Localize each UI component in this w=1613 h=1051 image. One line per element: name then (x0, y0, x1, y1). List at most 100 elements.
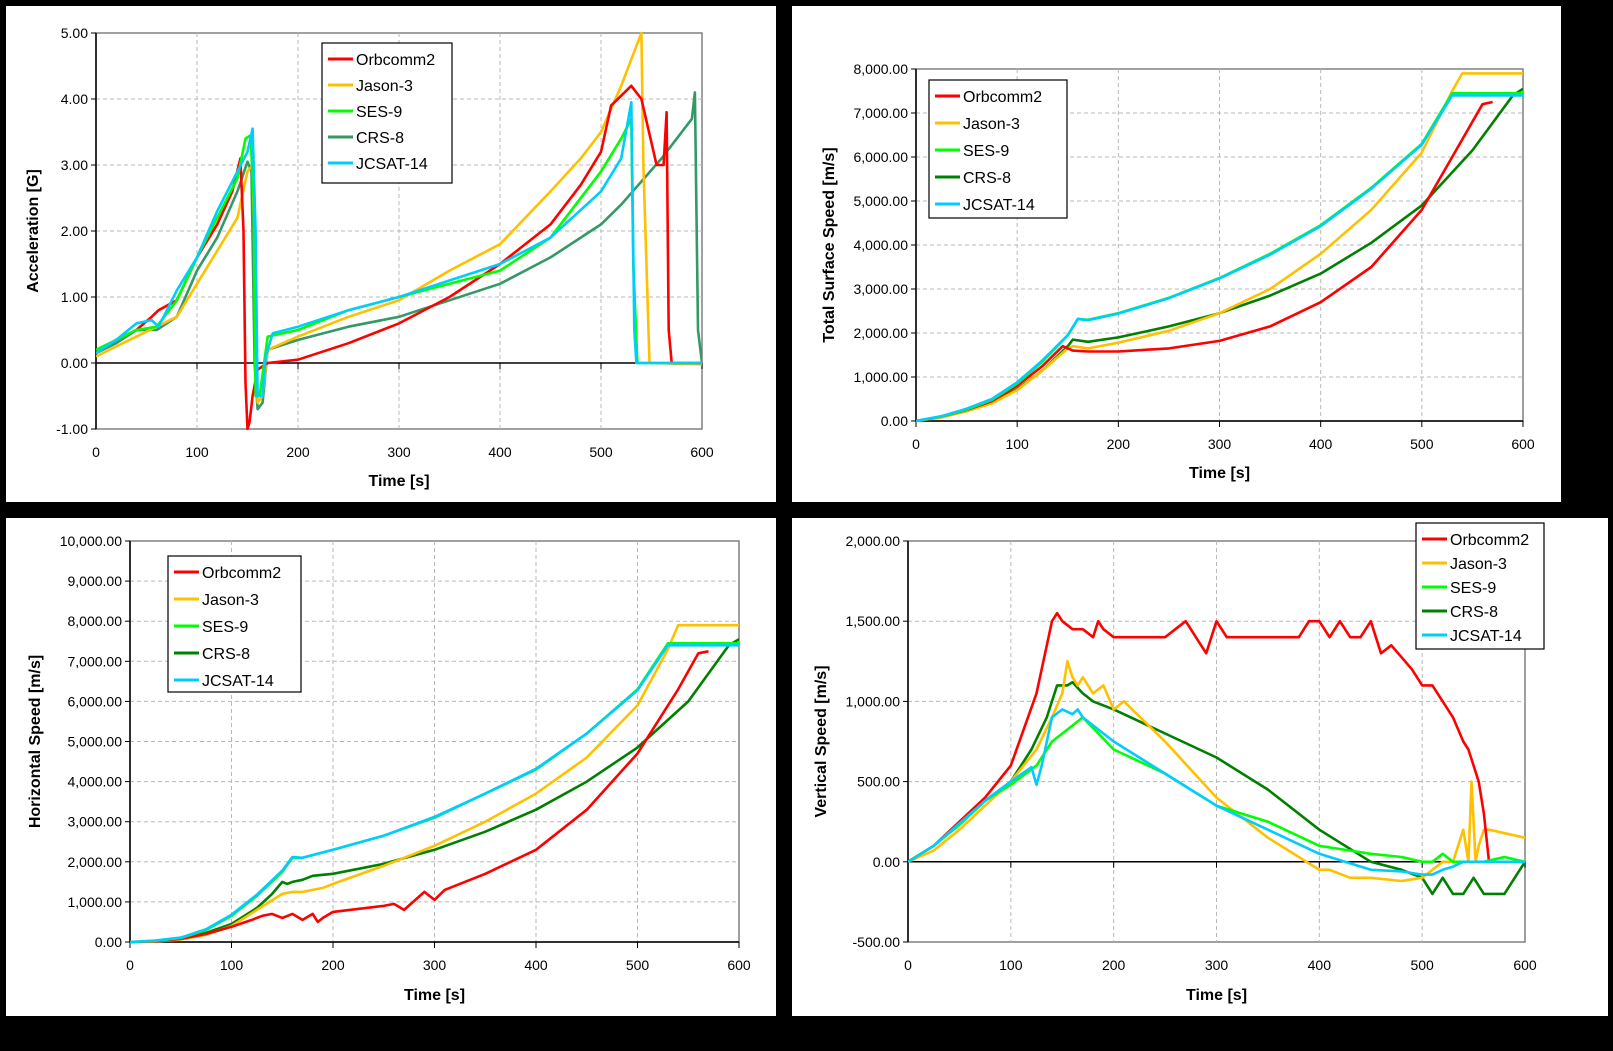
legend-label-jason-3: Jason-3 (202, 592, 259, 609)
y-tick-label: 7,000.00 (68, 653, 123, 669)
y-tick-label: 7,000.00 (854, 105, 909, 121)
x-axis-title: Time [s] (368, 473, 429, 490)
legend-box (167, 555, 302, 693)
y-tick-label: 1.00 (61, 289, 88, 305)
x-tick-label: 200 (1107, 436, 1131, 452)
y-tick-label: 10,000.00 (60, 533, 122, 549)
series-line-jcsat-14 (908, 708, 1525, 876)
y-tick-label: 8,000.00 (68, 613, 123, 629)
legend-label-ses-9: SES-9 (963, 143, 1009, 160)
x-tick-label: 0 (92, 444, 100, 460)
x-tick-label: 400 (488, 444, 512, 460)
legend: Orbcomm2 Jason-3 SES-9 CRS-8 JCSAT-14 (928, 79, 1068, 219)
series-line-crs-8 (908, 680, 1525, 896)
x-tick-label: 200 (286, 444, 310, 460)
y-tick-label: 2,000.00 (68, 854, 123, 870)
legend-label-jason-3: Jason-3 (1450, 556, 1507, 573)
x-tick-label: 400 (524, 957, 548, 973)
y-tick-label: 9,000.00 (68, 573, 123, 589)
y-tick-label: 0.00 (61, 355, 88, 371)
y-tick-label: 1,000.00 (854, 369, 909, 385)
y-axis-title: Horizontal Speed [m/s] (27, 655, 44, 828)
x-tick-label: 100 (999, 957, 1023, 973)
legend: Orbcomm2 Jason-3 SES-9 CRS-8 JCSAT-14 (167, 555, 302, 693)
x-tick-label: 0 (904, 957, 912, 973)
y-tick-label: 3,000.00 (854, 281, 909, 297)
series-line-orbcomm2 (130, 650, 709, 944)
legend-label-orbcomm2: Orbcomm2 (356, 52, 435, 69)
x-tick-label: 500 (626, 957, 650, 973)
chart-panel-acceleration: -1.00 0.00 1.00 2.00 3.00 4.00 5.00 0 100 200 300 4… (6, 6, 776, 502)
x-tick-label: 300 (1205, 957, 1229, 973)
x-tick-label: 200 (1102, 957, 1126, 973)
x-axis-title: Time [s] (1189, 465, 1250, 482)
series-line-orbcomm2 (908, 611, 1491, 863)
y-tick-label: 5,000.00 (854, 193, 909, 209)
x-tick-label: 500 (1410, 436, 1434, 452)
x-tick-label: 600 (690, 444, 714, 460)
x-tick-label: 100 (220, 957, 244, 973)
legend-label-orbcomm2: Orbcomm2 (1450, 532, 1529, 549)
series-line-jcsat-14 (916, 94, 1523, 423)
legend-label-orbcomm2: Orbcomm2 (202, 565, 281, 582)
y-axis-title: Vertical Speed [m/s] (813, 665, 830, 817)
x-tick-label: 400 (1309, 436, 1333, 452)
x-tick-label: 100 (185, 444, 209, 460)
vertical-speed-chart: -500.00 0.00 500.00 1,000.00 1,500.00 2,000.0… (813, 522, 1545, 1004)
legend-label-crs-8: CRS-8 (356, 130, 404, 147)
series-line-jcsat-14 (96, 101, 702, 398)
legend: Orbcomm2 Jason-3 SES-9 CRS-8 JCSAT-14 (1415, 522, 1545, 650)
y-tick-label: 6,000.00 (68, 693, 123, 709)
legend-label-ses-9: SES-9 (1450, 580, 1496, 597)
horizontal-speed-chart: 0.00 1,000.00 2,000.00 3,000.00 4,000.00 5,00… (27, 533, 751, 1004)
legend-box (321, 42, 453, 184)
x-tick-label: 0 (126, 957, 134, 973)
series-line-jason-3 (908, 660, 1525, 883)
x-tick-label: 0 (912, 436, 920, 452)
legend-label-ses-9: SES-9 (356, 104, 402, 121)
y-tick-label: 2,000.00 (854, 325, 909, 341)
legend-label-jcsat-14: JCSAT-14 (963, 197, 1035, 214)
legend-label-crs-8: CRS-8 (1450, 604, 1498, 621)
y-tick-label: 3.00 (61, 157, 88, 173)
chart-panel-total-surface-speed: 0.00 1,000.00 2,000.00 3,000.00 4,000.00 5,00… (792, 6, 1561, 502)
x-tick-label: 200 (321, 957, 345, 973)
x-tick-label: 500 (589, 444, 613, 460)
y-tick-label: 6,000.00 (854, 149, 909, 165)
legend-label-orbcomm2: Orbcomm2 (963, 89, 1042, 106)
legend-label-jcsat-14: JCSAT-14 (356, 156, 428, 173)
y-tick-label: 3,000.00 (68, 814, 123, 830)
chart-panel-vertical-speed: -500.00 0.00 500.00 1,000.00 1,500.00 2,000.0… (792, 518, 1608, 1016)
y-tick-label: 1,000.00 (846, 693, 901, 709)
y-tick-label: 4.00 (61, 91, 88, 107)
y-tick-label: 1,000.00 (68, 894, 123, 910)
y-tick-label: 5,000.00 (68, 734, 123, 750)
legend-label-jcsat-14: JCSAT-14 (1450, 628, 1522, 645)
y-tick-label: -500.00 (853, 934, 901, 950)
legend-label-jason-3: Jason-3 (356, 78, 413, 95)
y-axis-title: Total Surface Speed [m/s] (821, 147, 838, 342)
x-axis-title: Time [s] (404, 987, 465, 1004)
chart-panel-horizontal-speed: 0.00 1,000.00 2,000.00 3,000.00 4,000.00 5,00… (6, 518, 776, 1016)
series-line-jason-3 (96, 31, 702, 404)
y-tick-label: -1.00 (56, 421, 88, 437)
y-tick-label: 4,000.00 (68, 774, 123, 790)
y-tick-label: 1,500.00 (846, 613, 901, 629)
x-tick-label: 300 (1208, 436, 1232, 452)
acceleration-chart: -1.00 0.00 1.00 2.00 3.00 4.00 5.00 0 100 200 300 4… (25, 25, 714, 490)
x-tick-label: 100 (1005, 436, 1029, 452)
legend-label-crs-8: CRS-8 (202, 646, 250, 663)
total-surface-speed-chart: 0.00 1,000.00 2,000.00 3,000.00 4,000.00 5,00… (821, 61, 1535, 482)
legend-label-jason-3: Jason-3 (963, 116, 1020, 133)
x-axis-title: Time [s] (1186, 987, 1247, 1004)
legend-label-jcsat-14: JCSAT-14 (202, 673, 274, 690)
legend-label-crs-8: CRS-8 (963, 170, 1011, 187)
y-tick-label: 0.00 (873, 854, 900, 870)
y-tick-label: 500.00 (857, 774, 900, 790)
series-line-jason-3 (916, 72, 1523, 423)
x-tick-label: 400 (1308, 957, 1332, 973)
y-tick-label: 2,000.00 (846, 533, 901, 549)
x-tick-label: 600 (727, 957, 751, 973)
y-tick-label: 8,000.00 (854, 61, 909, 77)
series-line-jcsat-14 (130, 644, 739, 944)
